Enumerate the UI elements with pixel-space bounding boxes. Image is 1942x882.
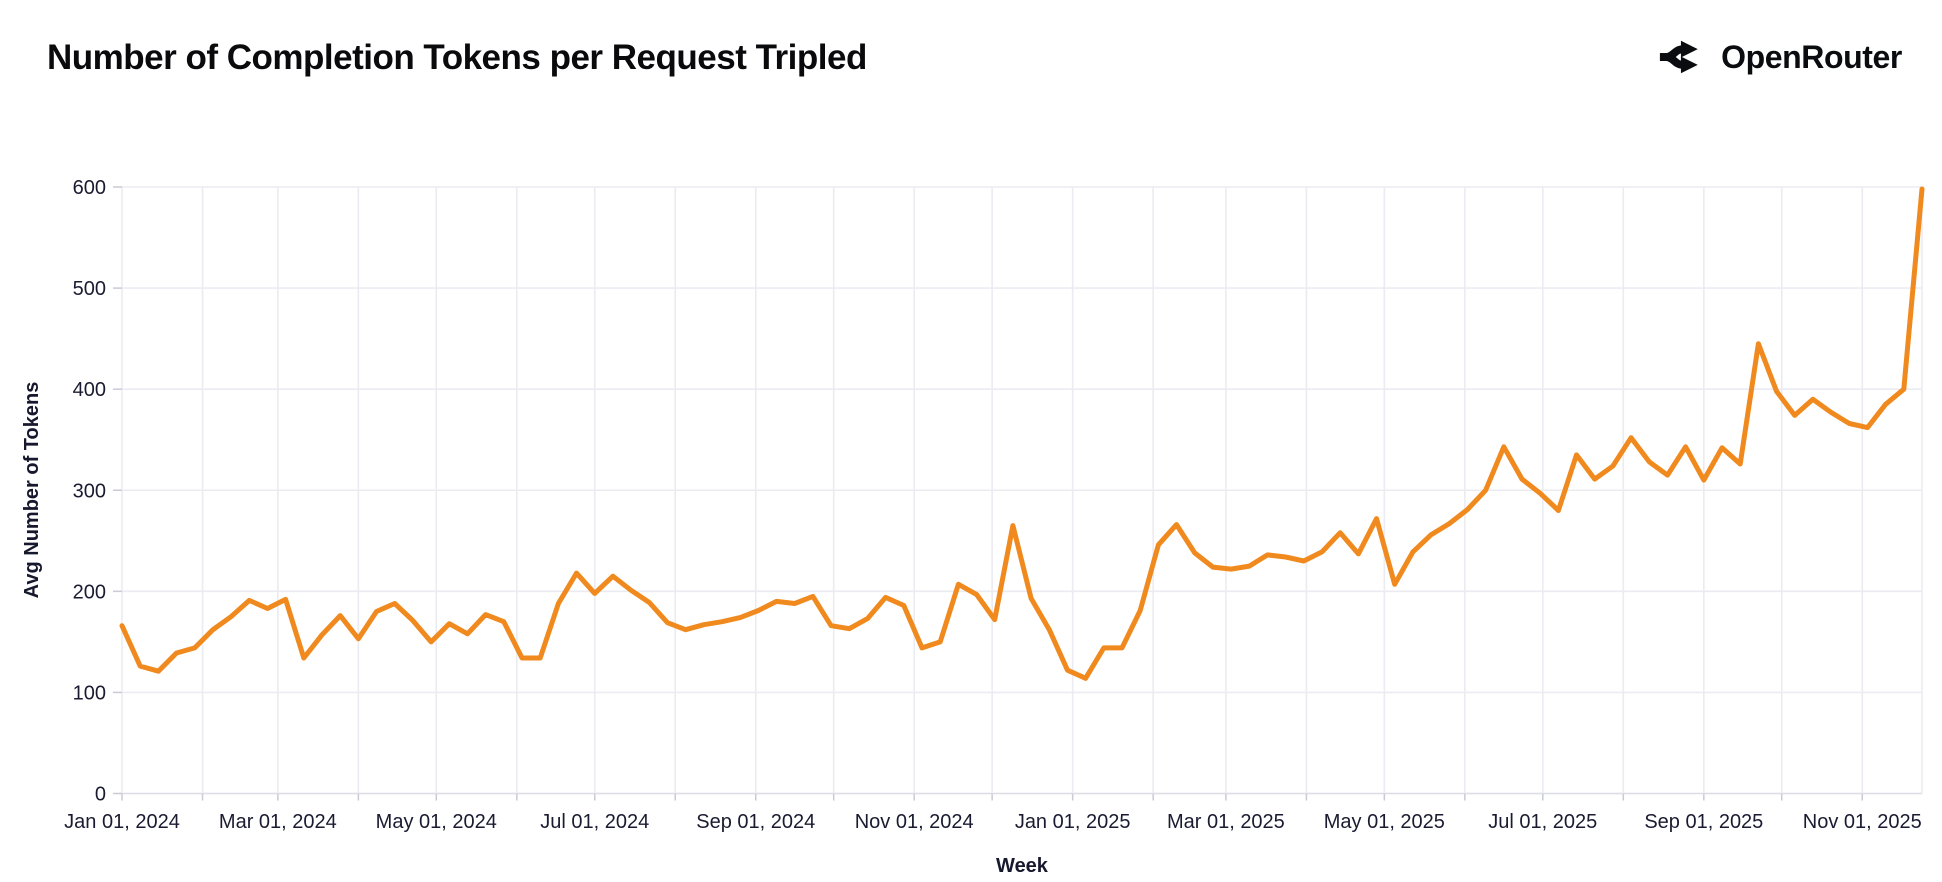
axis-tick-marks — [113, 186, 1864, 801]
x-tick-label: May 01, 2025 — [1324, 811, 1445, 833]
x-tick-label: Nov 01, 2025 — [1803, 811, 1922, 833]
x-tick-label: Mar 01, 2025 — [1167, 811, 1285, 833]
x-tick-label: Sep 01, 2025 — [1644, 811, 1763, 833]
y-tick-label: 400 — [73, 379, 106, 401]
y-tick-label: 500 — [73, 278, 106, 300]
x-tick-label: Jan 01, 2024 — [64, 811, 180, 833]
x-tick-label: Mar 01, 2024 — [219, 811, 337, 833]
avg-tokens-line — [119, 186, 1925, 681]
y-axis-title: Avg Number of Tokens — [21, 382, 43, 599]
page-title: Number of Completion Tokens per Request … — [47, 38, 867, 77]
x-tick-label: Sep 01, 2024 — [696, 811, 815, 833]
grid-lines — [121, 186, 1923, 795]
openrouter-fork-arrows-icon — [1657, 36, 1707, 78]
y-tick-label: 100 — [73, 682, 106, 704]
x-tick-label: Jul 01, 2025 — [1488, 811, 1597, 833]
x-tick-label: Jul 01, 2024 — [540, 811, 649, 833]
x-axis-title: Week — [996, 855, 1049, 877]
x-tick-label: Nov 01, 2024 — [855, 811, 974, 833]
data-series-line — [119, 186, 1925, 681]
axis-tick-labels: 0 100 200 300 400 500 600 Jan 01, 2024 Mar 01, 2… — [64, 177, 1922, 833]
y-tick-label: 300 — [73, 480, 106, 502]
y-tick-label: 600 — [73, 177, 106, 199]
y-tick-label: 0 — [95, 784, 106, 806]
x-tick-label: May 01, 2024 — [376, 811, 497, 833]
openrouter-logo: OpenRouter — [1657, 36, 1902, 78]
x-tick-label: Jan 01, 2025 — [1015, 811, 1131, 833]
y-tick-label: 200 — [73, 581, 106, 603]
openrouter-logo-text: OpenRouter — [1721, 38, 1902, 75]
